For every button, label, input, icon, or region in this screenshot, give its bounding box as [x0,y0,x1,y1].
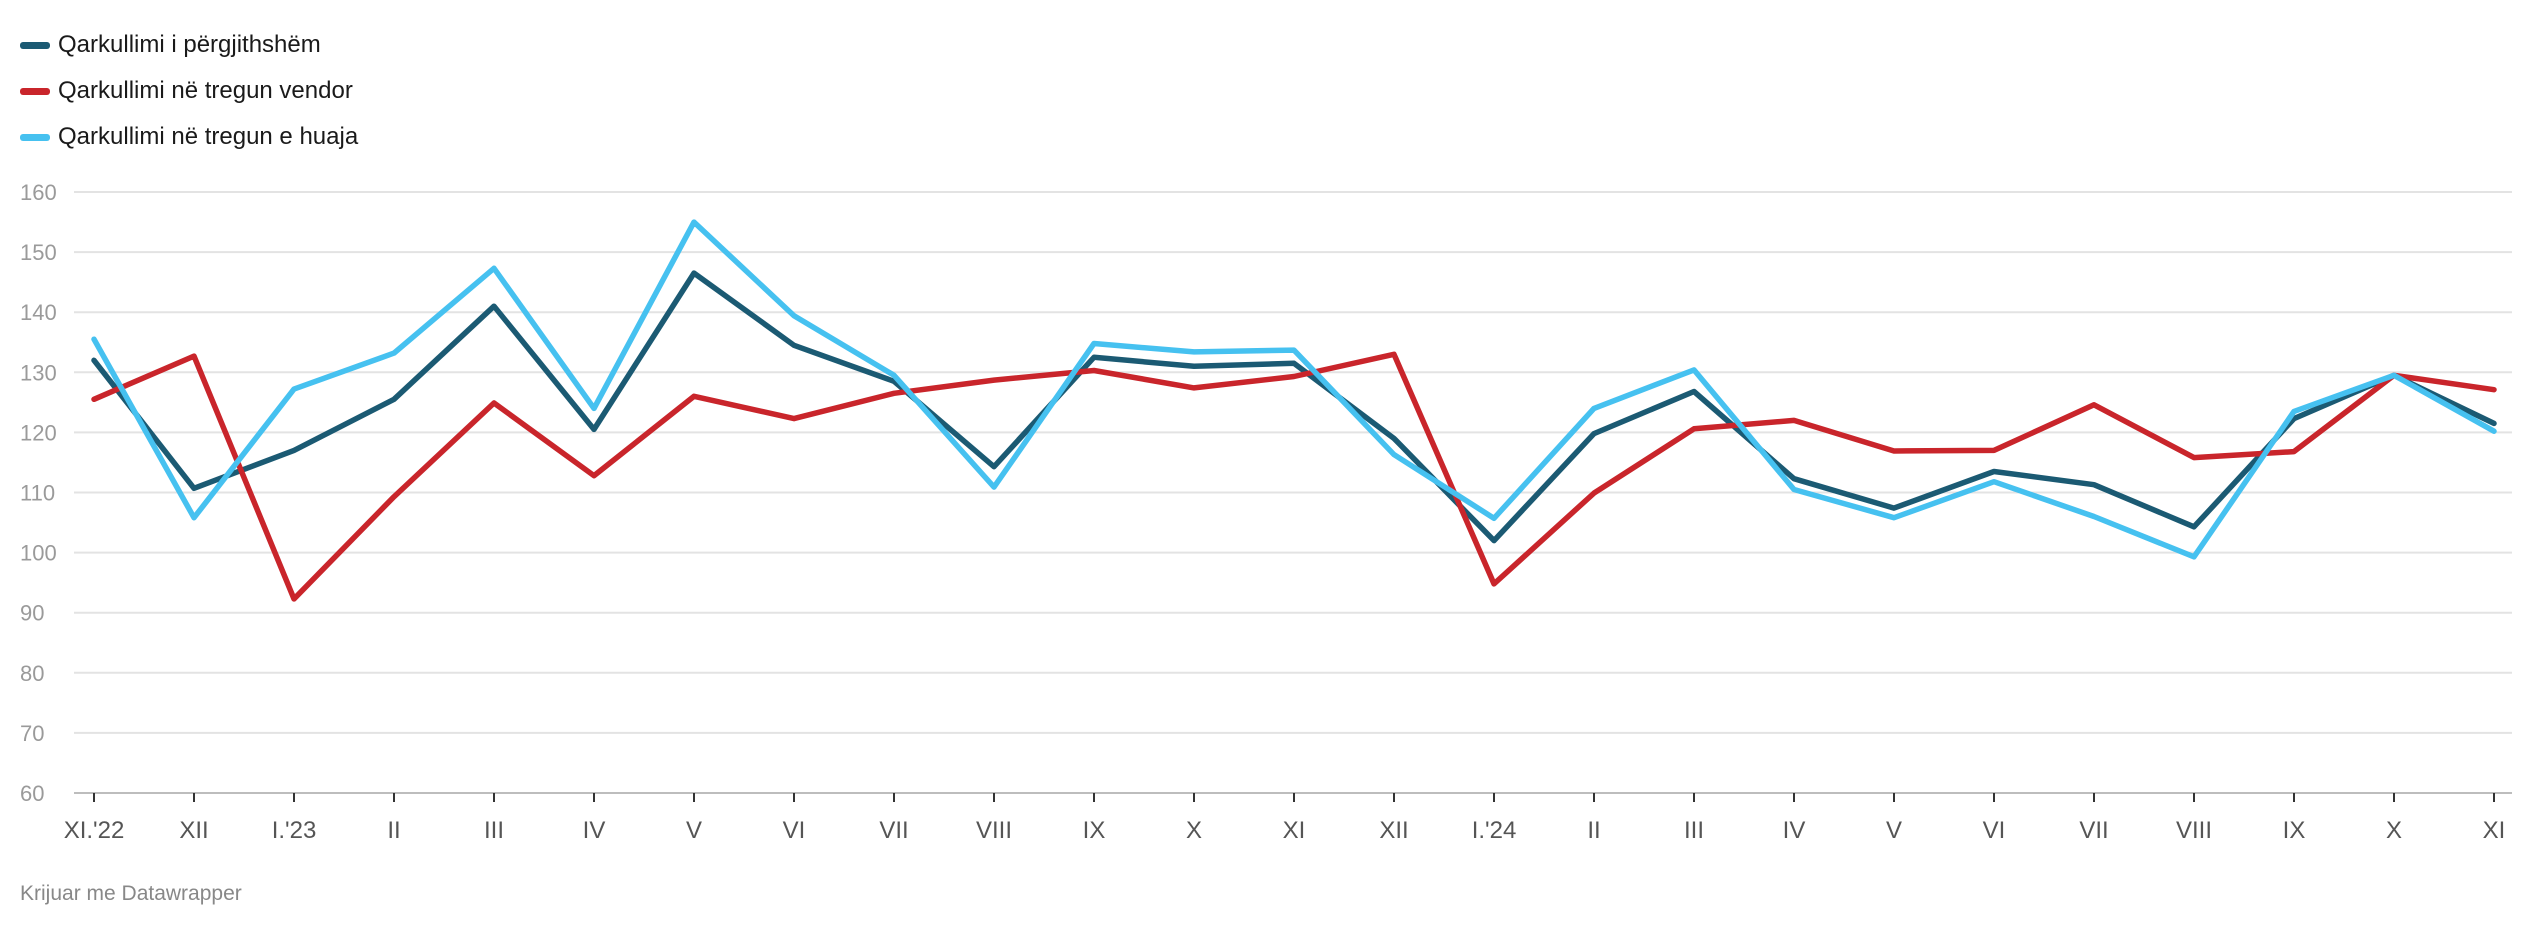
x-tick-label-12: XI [1283,817,1306,844]
y-tick-label-150: 150 [20,240,57,265]
x-tick-label-4: III [484,817,504,844]
x-tick-label-0: XI.'22 [64,817,125,844]
x-tick-label-20: VII [2079,817,2108,844]
legend-label-domestic: Qarkullimi në tregun vendor [58,77,353,104]
legend-swatch-foreign [20,133,50,141]
legend-swatch-domestic [20,87,50,95]
series-line-0 [91,270,2497,544]
series-line-2 [91,219,2497,560]
x-tick-label-19: VI [1983,817,2006,844]
x-tick-label-1: XII [179,817,208,844]
x-tick-label-15: II [1587,817,1600,844]
y-tick-label-140: 140 [20,300,57,325]
y-tick-label-110: 110 [20,481,55,506]
y-tick-label-100: 100 [20,541,57,566]
legend-item-overall: Qarkullimi i përgjithshëm [20,22,358,68]
y-tick-label-70: 70 [20,721,44,746]
x-tick-label-6: V [686,817,702,844]
y-tick-label-120: 120 [20,420,57,445]
y-tick-label-60: 60 [20,781,44,806]
x-tick-label-8: VII [879,817,908,844]
x-tick-label-3: II [387,817,400,844]
x-tick-label-13: XII [1379,817,1408,844]
y-tick-label-160: 160 [20,180,57,205]
x-tick-label-21: VIII [2176,817,2212,844]
x-tick-label-23: X [2386,817,2402,844]
x-tick-label-14: I.'24 [1472,817,1517,844]
legend-label-overall: Qarkullimi i përgjithshëm [58,31,321,58]
x-tick-label-18: V [1886,817,1902,844]
x-tick-label-11: X [1186,817,1202,844]
x-tick-label-16: III [1684,817,1704,844]
x-tick-label-24: XI [2483,817,2506,844]
x-tick-label-22: IX [2283,817,2306,844]
x-tick-label-9: VIII [976,817,1012,844]
y-tick-label-80: 80 [20,661,44,686]
x-tick-label-2: I.'23 [272,817,317,844]
legend-swatch-overall [20,41,50,49]
legend-item-domestic: Qarkullimi në tregun vendor [20,68,358,114]
x-tick-label-7: VI [783,817,806,844]
x-tick-label-10: IX [1083,817,1106,844]
x-tick-label-17: IV [1783,817,1806,844]
y-tick-label-90: 90 [20,601,44,626]
legend-label-foreign: Qarkullimi në tregun e huaja [58,123,359,150]
legend-item-foreign: Qarkullimi në tregun e huaja [20,114,358,160]
series-line-1 [91,351,2497,602]
chart-legend: Qarkullimi i përgjithshëm Qarkullimi në … [20,22,358,160]
datawrapper-credit: Krijuar me Datawrapper [20,882,242,905]
x-tick-label-5: IV [583,817,606,844]
y-tick-label-130: 130 [20,360,57,385]
